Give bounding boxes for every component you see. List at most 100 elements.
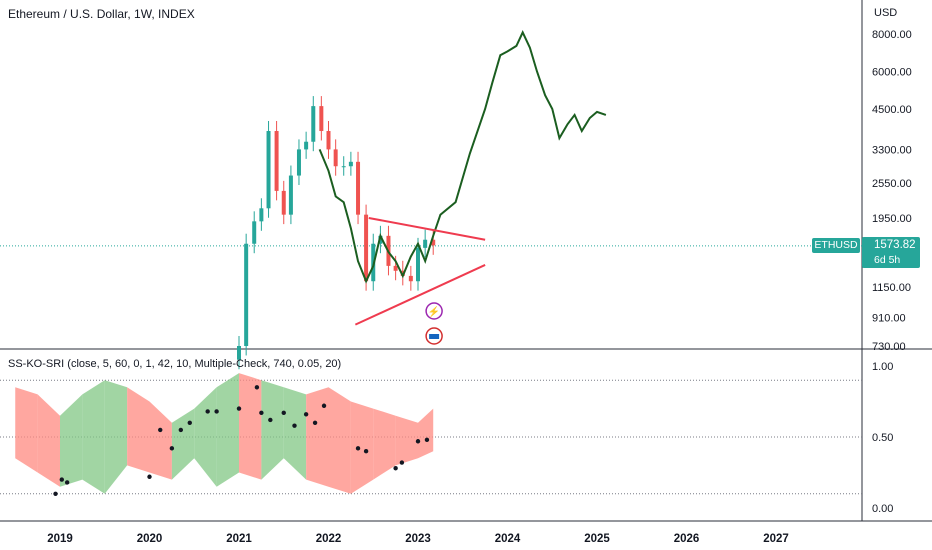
bar-countdown: 6d 5h [874,254,901,266]
price-tick-label: 1150.00 [872,282,911,294]
wedge-upper-line [368,216,486,241]
price-tick-label: 6000.00 [872,66,912,78]
indicator-title: SS-KO-SRI (close, 5, 60, 0, 1, 42, 10, M… [8,358,342,370]
indicator-dot [399,460,405,465]
indicator-dot [321,403,327,408]
indicator-band [328,387,351,494]
indicator-tick-label: 0.50 [872,432,893,444]
indicator-band [395,415,418,466]
axes: 8000.00 6000.00 4500.00 3300.00 2550.00 1950.… [47,29,912,545]
price-candle [296,149,301,176]
lightning-glyph: ⚡ [428,305,440,318]
chart-title: Ethereum / U.S. Dollar, 1W, INDEX [8,7,195,21]
indicator-dot [281,410,286,416]
year-tick-label: 2025 [584,533,610,545]
indicator-dot [53,491,58,496]
wedge-lower-line [354,264,486,326]
price-candle [319,106,324,132]
indicator-band [239,373,262,480]
indicator-dot [214,409,219,414]
indicator-dot [415,439,421,444]
price-tick-label: 8000.00 [872,29,912,41]
indicator-band [283,387,307,480]
indicator-dot [393,466,398,471]
indicator-band [149,401,172,480]
price-candle [326,131,331,150]
price-candle [408,275,413,282]
currency-label: USD [874,7,898,19]
indicator-band [306,387,329,487]
symbol-badge: ETHUSD [812,238,860,253]
price-candle [237,346,241,360]
indicator-band [194,387,217,487]
indicator-band [15,387,38,473]
indicator-dot [178,427,184,433]
price-candle [364,214,369,282]
price-candle [304,141,309,150]
last-price-badge: 1573.82 6d 5h [862,237,920,268]
indicator-band [171,408,195,480]
indicator-dot [424,437,430,443]
indicator-band [261,380,284,480]
price-candle [252,221,257,244]
indicator-dot [236,406,242,411]
indicator-band [418,408,434,459]
price-candle [341,166,346,168]
price-candle [266,131,271,209]
indicator-dot [205,409,210,414]
price-tick-label: 910.00 [872,312,906,324]
price-candle [288,175,293,215]
price-candle [431,239,436,246]
indicator-dot [363,449,369,454]
indicator-dot [169,446,175,451]
indicator-dot [292,423,297,428]
year-tick-label: 2020 [137,533,163,545]
year-tick-label: 2019 [47,533,73,545]
price-candle [311,106,316,142]
lightning-event-icon [425,302,443,320]
indicator-band [82,380,105,494]
price-candle [274,131,279,191]
us-flag-field [429,334,440,339]
price-candles [237,96,436,370]
price-tick-label: 730.00 [872,341,906,353]
indicator-dot [355,446,361,451]
year-tick-label: 2021 [226,533,252,545]
indicator-dot [259,410,264,416]
last-price-value: 1573.82 [874,239,916,251]
indicator-dot [254,385,260,390]
indicator-band [60,394,83,487]
indicator-areas [15,373,434,496]
year-tick-label: 2026 [674,533,700,545]
indicator-band [104,380,128,494]
price-candle [423,239,428,248]
indicator-dot [187,420,192,425]
year-tick-label: 2024 [495,533,521,545]
indicator-dot [158,427,163,433]
indicator-tick-label: 1.00 [872,361,893,373]
price-tick-label: 3300.00 [872,144,912,156]
year-tick-label: 2022 [316,533,342,545]
indicator-tick-label: 0.00 [872,503,893,515]
indicator-dot [268,417,273,423]
overlays: ⚡ [318,30,607,345]
indicator-band [216,373,239,487]
price-candle [244,243,249,346]
indicator-dot [303,412,309,417]
indicator-band [373,408,396,480]
price-candle [348,161,353,167]
price-tick-label: 1950.00 [872,213,912,225]
year-tick-label: 2027 [763,533,789,545]
price-tick-label: 4500.00 [872,104,912,116]
indicator-dot [59,477,64,482]
price-tick-label: 2550.00 [872,178,912,190]
year-tick-label: 2023 [405,533,431,545]
indicator-dot [147,474,152,479]
price-candle [416,247,420,282]
indicator-band [127,387,150,473]
price-candle [333,149,338,167]
price-candle [259,208,264,222]
price-candle [356,161,361,215]
indicator-dot [64,480,70,485]
